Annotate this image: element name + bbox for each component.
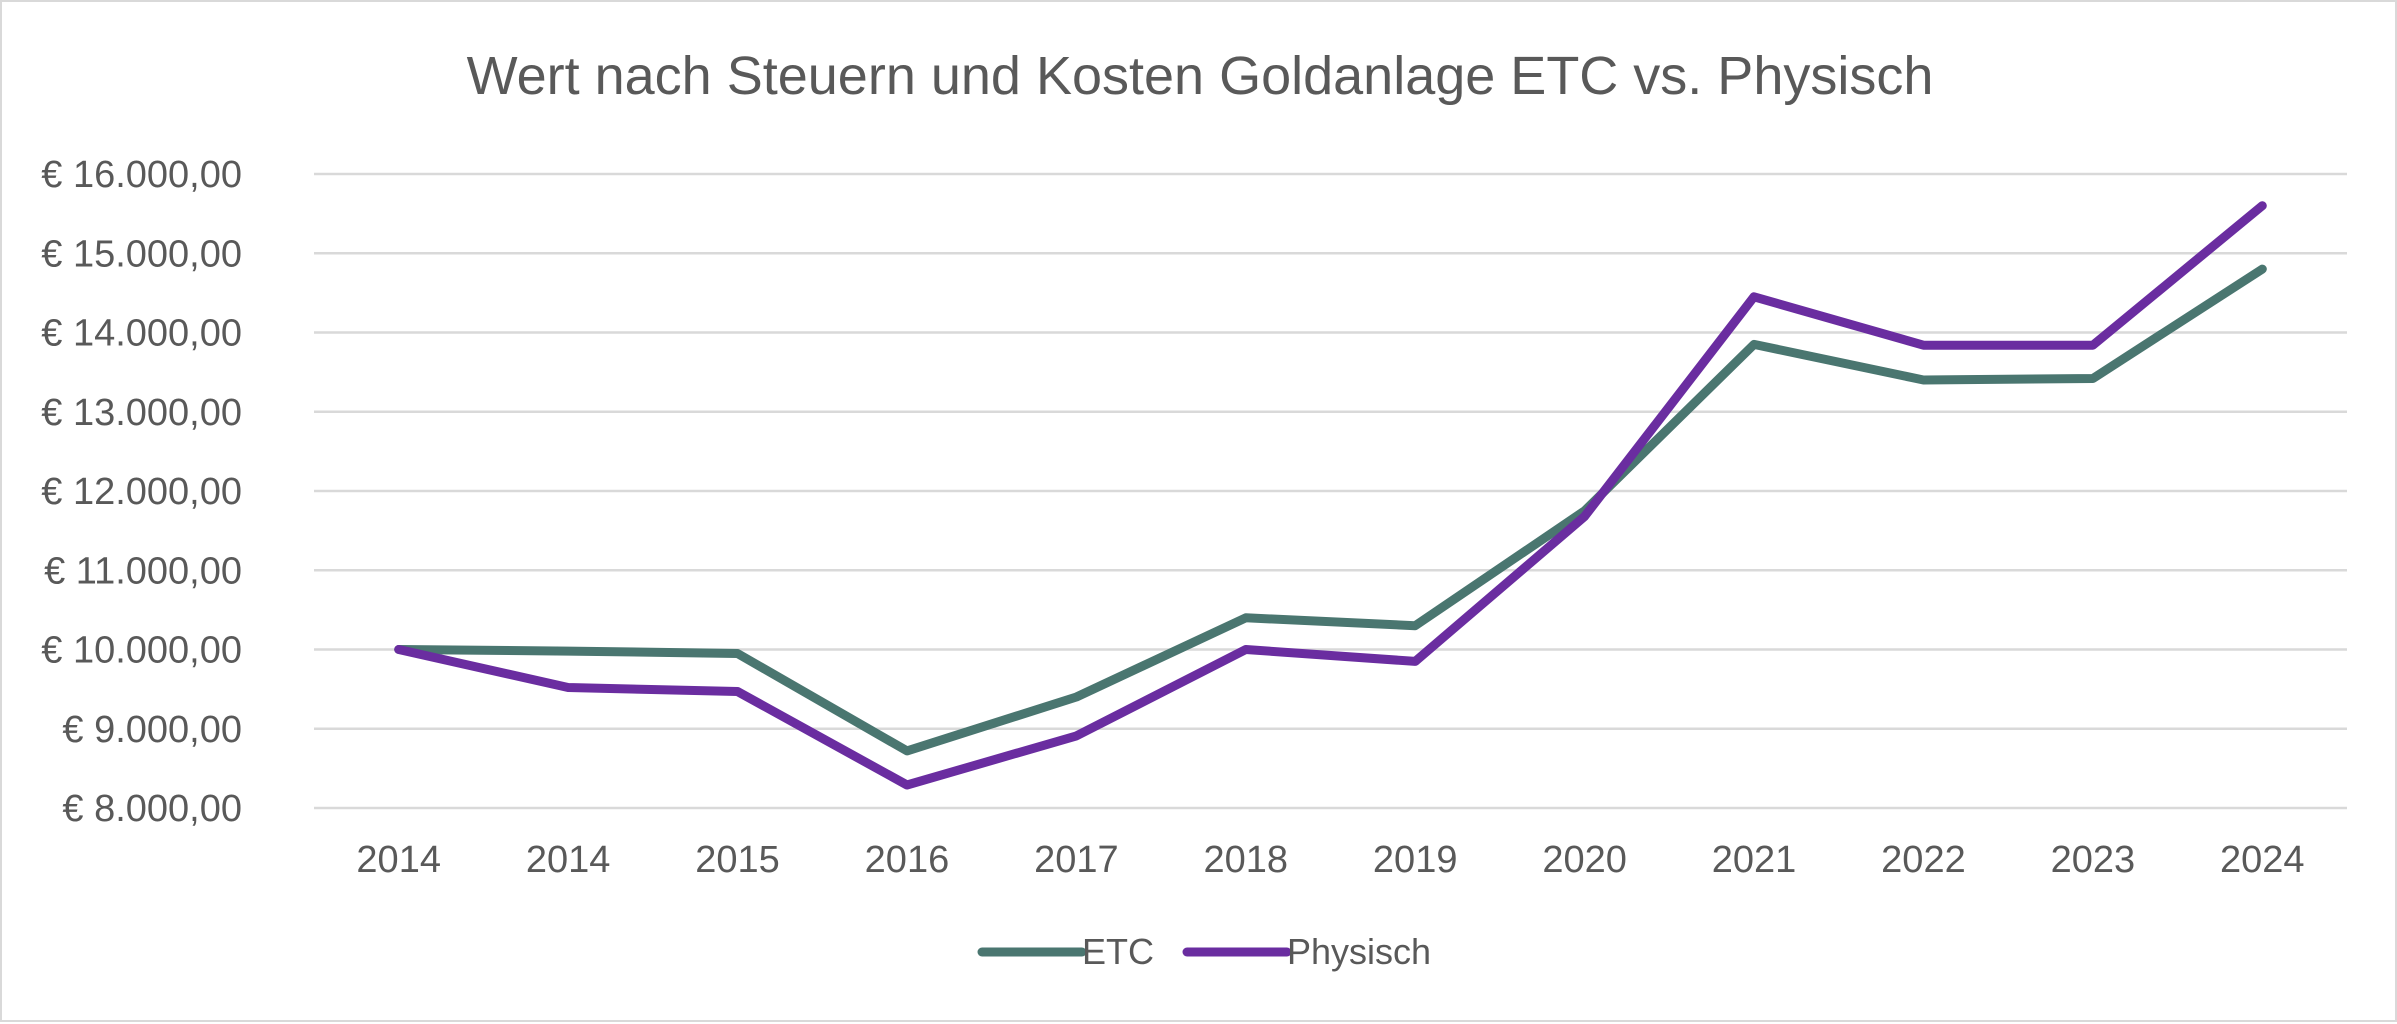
data-point-etc xyxy=(1753,343,1755,345)
data-point-physisch xyxy=(398,649,400,650)
data-point-physisch xyxy=(1584,515,1586,517)
chart-title: Wert nach Steuern und Kosten Goldanlage … xyxy=(467,46,1934,106)
data-point-physisch xyxy=(1753,296,1755,298)
y-tick-label: € 11.000,00 xyxy=(44,550,242,592)
y-tick-label: € 14.000,00 xyxy=(41,313,242,355)
data-point-etc xyxy=(1245,617,1247,619)
data-point-physisch xyxy=(567,687,569,689)
data-point-etc xyxy=(1922,379,1924,381)
data-point-physisch xyxy=(2261,205,2263,207)
y-tick-label: € 12.000,00 xyxy=(41,471,242,513)
y-axis-ticks: € 8.000,00 € 9.000,00 € 10.000,00 € 11.000,… xyxy=(41,154,242,830)
x-tick-label: 2021 xyxy=(1712,839,1797,881)
data-point-physisch xyxy=(2092,344,2094,346)
data-point-etc xyxy=(737,652,739,654)
x-tick-label: 2014 xyxy=(526,839,611,881)
legend-label-etc: ETC xyxy=(1082,931,1154,972)
data-point-physisch xyxy=(1245,649,1247,650)
data-point-physisch xyxy=(737,691,739,693)
data-point-physisch xyxy=(1075,735,1077,737)
x-tick-label: 2024 xyxy=(2220,839,2305,881)
x-axis-ticks: 2014 2014 2015 2016 2017 2018 2019 2020 2021 2022… xyxy=(356,839,2304,881)
data-point-etc xyxy=(906,750,908,752)
x-tick-label: 2017 xyxy=(1034,839,1119,881)
y-tick-label: € 10.000,00 xyxy=(41,630,242,672)
x-tick-label: 2023 xyxy=(2051,839,2136,881)
data-point-etc xyxy=(2092,377,2094,379)
y-tick-label: € 13.000,00 xyxy=(41,392,242,434)
gridlines xyxy=(314,172,2347,810)
series-line-physisch xyxy=(394,201,2267,790)
x-tick-label: 2015 xyxy=(695,839,780,881)
data-point-etc xyxy=(1414,625,1416,627)
data-point-etc xyxy=(1075,696,1077,698)
x-tick-label: 2019 xyxy=(1373,839,1458,881)
legend: ETC Physisch xyxy=(977,931,1431,972)
y-tick-label: € 8.000,00 xyxy=(62,788,242,830)
y-tick-label: € 9.000,00 xyxy=(62,709,242,751)
series-lines xyxy=(394,201,2267,790)
data-point-physisch xyxy=(906,784,908,786)
data-point-physisch xyxy=(1414,660,1416,662)
x-tick-label: 2022 xyxy=(1881,839,1966,881)
x-tick-label: 2014 xyxy=(356,839,441,881)
data-point-etc xyxy=(567,650,569,652)
legend-label-physisch: Physisch xyxy=(1287,931,1431,972)
y-tick-label: € 15.000,00 xyxy=(41,233,242,275)
x-tick-label: 2016 xyxy=(865,839,950,881)
data-point-physisch xyxy=(1922,344,1924,346)
y-tick-label: € 16.000,00 xyxy=(41,154,242,196)
series-line-etc xyxy=(394,264,2267,756)
x-tick-label: 2018 xyxy=(1204,839,1289,881)
data-point-etc xyxy=(2261,268,2263,270)
x-tick-label: 2020 xyxy=(1542,839,1627,881)
